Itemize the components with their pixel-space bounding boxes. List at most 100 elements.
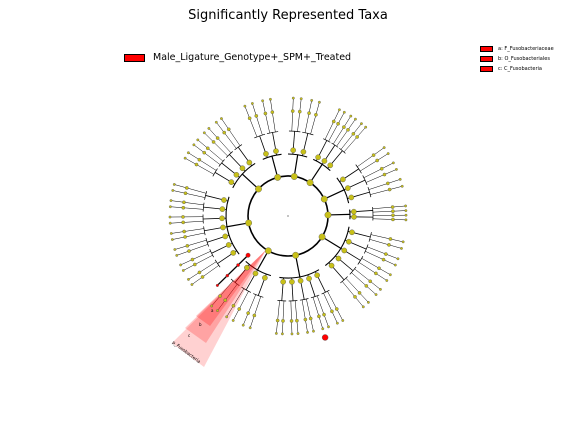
taxon-node	[263, 150, 269, 157]
taxon-node	[221, 197, 227, 203]
taxon-node	[172, 183, 176, 186]
branch-line	[262, 100, 270, 134]
fusobacteria-shaded-sector: a b c p_Fusobacteria	[171, 250, 266, 367]
taxon-node	[400, 184, 404, 188]
branch-line	[354, 268, 381, 290]
branch-line	[208, 128, 232, 154]
taxon-node	[388, 273, 392, 277]
branch-line	[191, 265, 219, 285]
taxon-node	[190, 283, 194, 286]
branch-line	[323, 293, 338, 324]
taxon-node	[404, 218, 408, 222]
taxon-node	[387, 187, 392, 192]
taxon-node	[225, 273, 230, 278]
taxon-node	[386, 181, 390, 186]
taxon-node	[236, 263, 240, 267]
branch-line	[372, 210, 406, 213]
taxon-node	[197, 157, 202, 162]
taxon-node	[385, 279, 389, 282]
taxon-node	[384, 252, 388, 256]
branch-arc	[245, 260, 272, 277]
taxon-node	[300, 149, 307, 155]
taxon-node	[327, 162, 334, 169]
taxon-node	[334, 307, 339, 311]
taxon-node	[351, 214, 357, 220]
taxon-node	[391, 213, 395, 218]
taxon-node	[280, 332, 284, 336]
branch-line	[343, 127, 366, 153]
taxon-node	[181, 215, 185, 219]
branch-line	[176, 244, 208, 256]
branch-line	[342, 281, 364, 308]
taxon-node	[225, 242, 232, 248]
legend-swatch	[124, 53, 145, 62]
taxon-node	[388, 237, 393, 241]
taxon-node	[226, 127, 231, 132]
taxon-node	[404, 204, 407, 208]
taxon-node	[223, 298, 228, 302]
branch-line	[216, 254, 249, 287]
taxon-node	[230, 250, 237, 256]
cladogram-branches	[170, 98, 406, 334]
taxon-node	[269, 97, 272, 101]
taxon-node	[202, 150, 207, 155]
taxon-node	[183, 235, 187, 239]
taxon-node	[190, 257, 195, 262]
taxon-node	[187, 249, 191, 253]
taxon-node	[335, 255, 342, 262]
taxon-node	[241, 323, 245, 327]
taxon-node	[245, 252, 251, 258]
taxon-node	[404, 209, 408, 213]
taxon-node	[354, 117, 357, 121]
taxon-node	[264, 247, 272, 255]
taxon-node	[222, 233, 229, 240]
branch-arc	[218, 159, 225, 167]
taxon-node	[390, 205, 395, 209]
branch-arc	[362, 175, 368, 185]
branch-line	[328, 112, 345, 142]
branch-line	[226, 288, 245, 317]
branch-line	[174, 184, 207, 194]
cladogram-nodes	[168, 96, 408, 341]
taxa-legend: a: F_Fusobacteriaceae b: O_Fusobacterial…	[480, 44, 554, 74]
branch-line	[312, 297, 323, 329]
taxon-node	[254, 114, 259, 118]
branch-line	[368, 179, 401, 190]
branch-line	[372, 205, 406, 210]
branch-arc	[336, 177, 350, 204]
taxon-node	[310, 98, 314, 102]
taxon-node	[308, 316, 313, 321]
taxon-node	[169, 199, 173, 202]
taxon-node	[171, 189, 175, 192]
taxon-node	[335, 321, 339, 325]
taxon-node	[351, 208, 357, 215]
branch-line	[294, 300, 299, 334]
taxon-node	[281, 319, 285, 323]
branch-line	[232, 291, 249, 321]
taxon-node	[170, 238, 174, 241]
clade-label-b: b	[199, 322, 202, 327]
branch-arc	[363, 244, 369, 254]
taxon-node	[375, 158, 379, 163]
taxon-node	[182, 200, 186, 205]
taxon-node	[168, 215, 172, 219]
taxon-node	[374, 271, 378, 276]
branch-line	[172, 232, 205, 240]
taxon-node	[290, 173, 298, 180]
main-legend: Male_Ligature_Genotype+_SPM+_Treated	[124, 52, 351, 63]
taxon-node	[382, 146, 386, 150]
branch-line	[295, 255, 301, 277]
taxon-node	[233, 172, 240, 178]
branch-line	[336, 119, 356, 147]
clade-label-a: a	[211, 308, 214, 313]
taxon-node	[216, 309, 219, 313]
branch-line	[217, 284, 238, 311]
branch-line	[324, 109, 340, 140]
branch-line	[370, 234, 404, 243]
taxon-node	[357, 291, 362, 295]
taxa-legend-label: c: C_Fusobacteria	[498, 66, 542, 72]
taxon-node	[314, 272, 320, 279]
branch-arc	[205, 237, 209, 247]
taxon-node	[340, 176, 346, 183]
